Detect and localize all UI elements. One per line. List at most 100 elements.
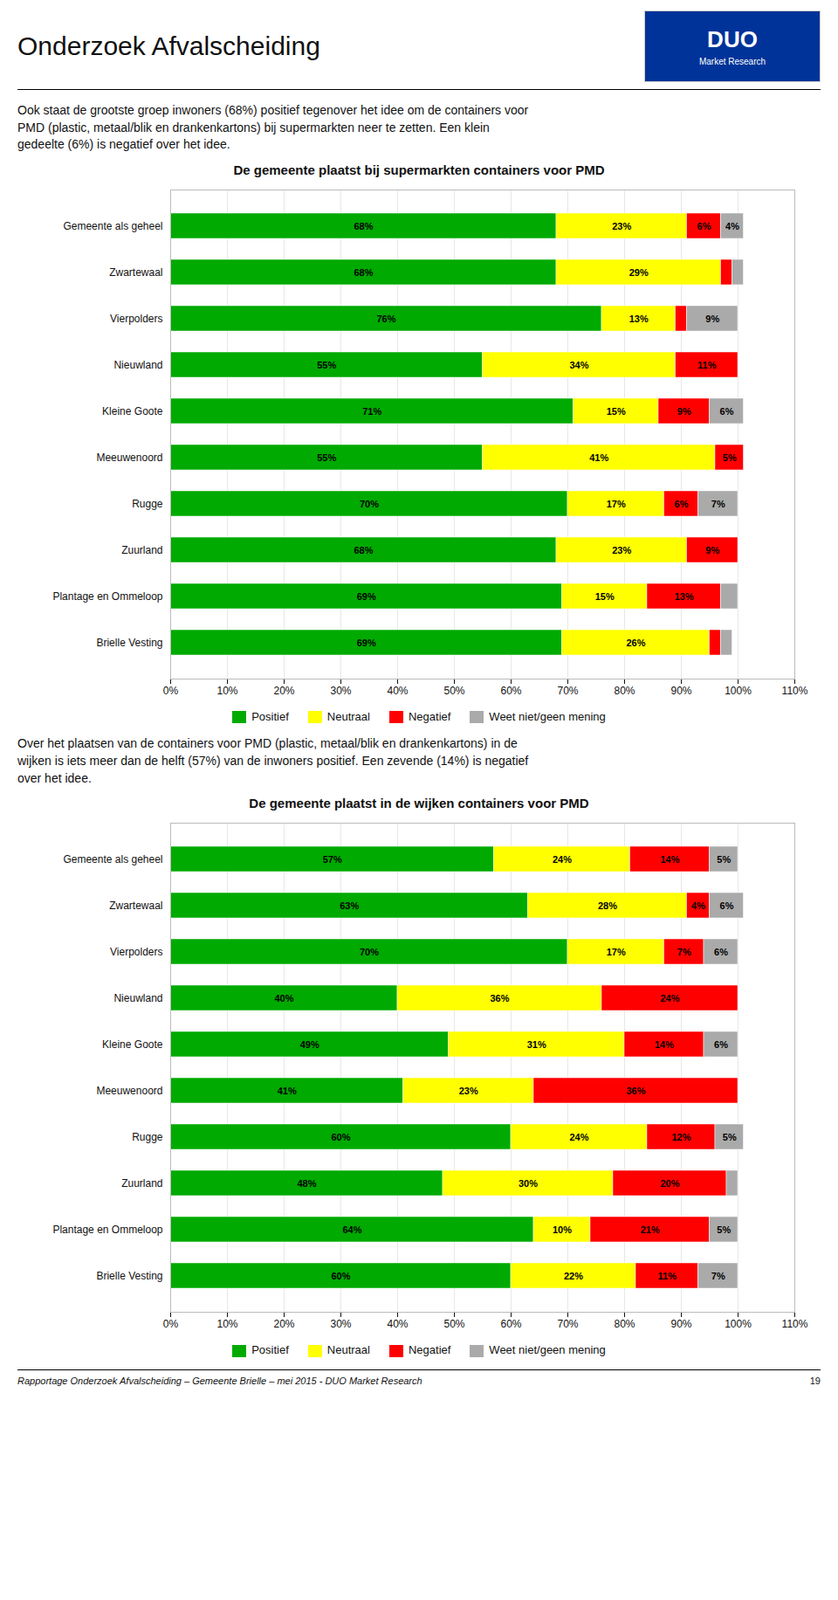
- svg-text:24%: 24%: [552, 853, 572, 865]
- svg-text:41%: 41%: [589, 451, 609, 462]
- svg-text:20%: 20%: [273, 684, 295, 697]
- svg-text:31%: 31%: [527, 1038, 547, 1050]
- svg-text:60%: 60%: [500, 684, 522, 697]
- svg-text:71%: 71%: [362, 405, 382, 416]
- svg-text:9%: 9%: [677, 405, 692, 416]
- svg-text:36%: 36%: [625, 1085, 646, 1096]
- svg-text:9%: 9%: [705, 312, 720, 323]
- svg-text:10%: 10%: [216, 1317, 238, 1330]
- svg-text:55%: 55%: [316, 358, 337, 370]
- svg-text:15%: 15%: [606, 405, 626, 416]
- svg-text:55%: 55%: [316, 451, 337, 462]
- svg-text:7%: 7%: [711, 1270, 726, 1281]
- svg-text:5%: 5%: [722, 1131, 737, 1142]
- svg-text:10%: 10%: [216, 684, 238, 697]
- svg-text:36%: 36%: [489, 992, 509, 1003]
- svg-text:17%: 17%: [606, 497, 626, 509]
- svg-text:11%: 11%: [658, 1270, 678, 1281]
- svg-text:68%: 68%: [353, 219, 373, 231]
- svg-text:30%: 30%: [518, 1177, 538, 1189]
- svg-text:60%: 60%: [500, 1317, 522, 1330]
- svg-text:50%: 50%: [443, 1317, 465, 1330]
- svg-text:30%: 30%: [329, 1317, 351, 1330]
- svg-text:48%: 48%: [296, 1177, 316, 1189]
- svg-text:5%: 5%: [722, 451, 737, 462]
- svg-text:70%: 70%: [359, 497, 379, 509]
- svg-text:20%: 20%: [273, 1317, 295, 1330]
- svg-text:Gemeente als geheel: Gemeente als geheel: [62, 219, 163, 233]
- svg-text:6%: 6%: [674, 497, 689, 509]
- svg-text:4%: 4%: [691, 899, 706, 911]
- svg-text:70%: 70%: [359, 946, 379, 957]
- svg-text:14%: 14%: [659, 853, 680, 865]
- svg-text:9%: 9%: [705, 543, 720, 555]
- svg-text:100%: 100%: [724, 1317, 752, 1330]
- svg-text:23%: 23%: [611, 219, 632, 231]
- svg-text:5%: 5%: [716, 853, 731, 865]
- svg-text:Plantage en Ommeloop: Plantage en Ommeloop: [52, 1222, 163, 1236]
- svg-text:Rugge: Rugge: [131, 1130, 164, 1143]
- svg-text:Gemeente als geheel: Gemeente als geheel: [62, 852, 163, 866]
- svg-text:60%: 60%: [330, 1270, 351, 1281]
- svg-text:34%: 34%: [569, 358, 589, 370]
- svg-text:17%: 17%: [606, 946, 626, 957]
- svg-text:69%: 69%: [357, 590, 377, 601]
- svg-text:0%: 0%: [163, 684, 179, 697]
- svg-text:13%: 13%: [674, 590, 694, 601]
- svg-text:Brielle Vesting: Brielle Vesting: [96, 1269, 163, 1282]
- svg-text:100%: 100%: [724, 684, 752, 697]
- svg-text:21%: 21%: [640, 1223, 660, 1235]
- svg-text:7%: 7%: [711, 497, 726, 509]
- svg-text:7%: 7%: [677, 946, 692, 957]
- svg-text:28%: 28%: [597, 899, 618, 911]
- svg-text:Vierpolders: Vierpolders: [109, 945, 163, 958]
- svg-text:68%: 68%: [353, 266, 373, 277]
- svg-text:22%: 22%: [563, 1270, 584, 1281]
- svg-text:Meeuwenoord: Meeuwenoord: [96, 1084, 163, 1097]
- svg-text:57%: 57%: [322, 853, 343, 865]
- svg-text:80%: 80%: [613, 684, 635, 697]
- svg-text:6%: 6%: [714, 1038, 729, 1050]
- svg-text:76%: 76%: [376, 312, 396, 323]
- svg-text:110%: 110%: [782, 684, 809, 697]
- svg-text:4%: 4%: [725, 219, 740, 231]
- svg-text:Zuurland: Zuurland: [121, 1176, 163, 1189]
- svg-text:40%: 40%: [386, 684, 408, 697]
- svg-text:13%: 13%: [629, 312, 649, 323]
- svg-text:12%: 12%: [671, 1131, 691, 1142]
- svg-text:11%: 11%: [697, 358, 717, 370]
- svg-text:20%: 20%: [659, 1177, 680, 1189]
- svg-text:Zwartewaal: Zwartewaal: [109, 899, 163, 912]
- svg-text:24%: 24%: [569, 1131, 589, 1142]
- svg-text:0%: 0%: [163, 1317, 179, 1330]
- svg-text:Plantage en Ommeloop: Plantage en Ommeloop: [52, 590, 163, 603]
- svg-text:64%: 64%: [342, 1223, 362, 1235]
- svg-text:23%: 23%: [611, 543, 632, 555]
- svg-text:6%: 6%: [720, 405, 735, 416]
- svg-text:10%: 10%: [552, 1223, 572, 1235]
- svg-text:41%: 41%: [277, 1085, 297, 1096]
- svg-text:5%: 5%: [716, 1223, 731, 1235]
- svg-text:30%: 30%: [329, 684, 351, 697]
- svg-text:40%: 40%: [386, 1317, 408, 1330]
- svg-text:29%: 29%: [629, 266, 649, 277]
- svg-text:Kleine Goote: Kleine Goote: [102, 1037, 164, 1051]
- svg-text:15%: 15%: [595, 590, 615, 601]
- svg-text:Zuurland: Zuurland: [121, 543, 163, 557]
- svg-text:90%: 90%: [670, 1317, 692, 1330]
- svg-text:6%: 6%: [720, 899, 735, 911]
- svg-text:Nieuwland: Nieuwland: [113, 358, 163, 371]
- svg-text:70%: 70%: [556, 1317, 578, 1330]
- svg-text:6%: 6%: [697, 219, 712, 231]
- svg-text:Meeuwenoord: Meeuwenoord: [96, 451, 163, 464]
- svg-text:68%: 68%: [353, 543, 373, 555]
- svg-text:69%: 69%: [357, 636, 377, 647]
- svg-text:Brielle Vesting: Brielle Vesting: [96, 636, 163, 649]
- svg-text:6%: 6%: [714, 946, 729, 957]
- svg-text:Vierpolders: Vierpolders: [109, 312, 163, 325]
- svg-text:63%: 63%: [339, 899, 359, 911]
- svg-text:24%: 24%: [659, 992, 680, 1003]
- svg-text:49%: 49%: [300, 1038, 320, 1050]
- svg-text:80%: 80%: [613, 1317, 635, 1330]
- svg-text:90%: 90%: [670, 684, 692, 697]
